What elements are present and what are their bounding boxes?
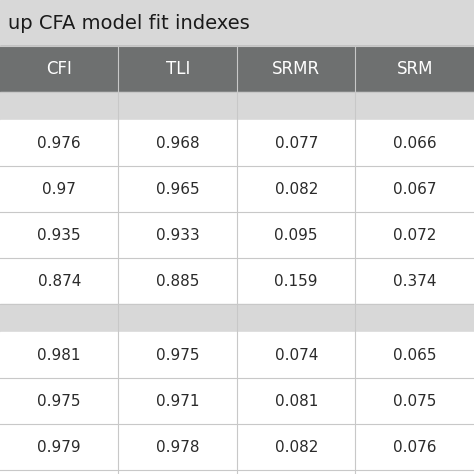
Text: 0.074: 0.074 xyxy=(274,347,318,363)
Bar xyxy=(0,46,474,92)
Text: 0.082: 0.082 xyxy=(274,439,318,455)
Text: SRMR: SRMR xyxy=(272,60,320,78)
Text: 0.971: 0.971 xyxy=(156,393,200,409)
Text: 0.072: 0.072 xyxy=(393,228,437,243)
Text: 0.067: 0.067 xyxy=(393,182,437,197)
Bar xyxy=(0,470,474,474)
Text: 0.076: 0.076 xyxy=(393,439,437,455)
Bar xyxy=(0,212,474,258)
Text: 0.975: 0.975 xyxy=(156,347,200,363)
Text: 0.981: 0.981 xyxy=(37,347,81,363)
Text: 0.095: 0.095 xyxy=(274,228,318,243)
Bar xyxy=(0,166,474,212)
Text: 0.159: 0.159 xyxy=(274,273,318,289)
Text: 0.978: 0.978 xyxy=(156,439,200,455)
Text: 0.968: 0.968 xyxy=(156,136,200,151)
Text: 0.082: 0.082 xyxy=(274,182,318,197)
Bar xyxy=(0,424,474,470)
Text: 0.935: 0.935 xyxy=(37,228,81,243)
Text: 0.065: 0.065 xyxy=(393,347,437,363)
Text: 0.077: 0.077 xyxy=(274,136,318,151)
Text: 0.975: 0.975 xyxy=(37,393,81,409)
Text: 0.874: 0.874 xyxy=(37,273,81,289)
Text: 0.066: 0.066 xyxy=(393,136,437,151)
Text: TLI: TLI xyxy=(165,60,190,78)
Text: 0.976: 0.976 xyxy=(37,136,81,151)
Bar xyxy=(0,258,474,304)
Bar xyxy=(0,304,474,332)
Bar xyxy=(0,92,474,120)
Bar xyxy=(0,378,474,424)
Text: 0.979: 0.979 xyxy=(37,439,81,455)
Text: 0.081: 0.081 xyxy=(274,393,318,409)
Text: 0.075: 0.075 xyxy=(393,393,437,409)
Text: 0.965: 0.965 xyxy=(156,182,200,197)
Bar xyxy=(0,0,474,46)
Text: up CFA model fit indexes: up CFA model fit indexes xyxy=(8,13,250,33)
Bar xyxy=(0,332,474,378)
Text: 0.374: 0.374 xyxy=(393,273,437,289)
Text: 0.885: 0.885 xyxy=(156,273,200,289)
Text: SRM: SRM xyxy=(396,60,433,78)
Text: 0.97: 0.97 xyxy=(42,182,76,197)
Text: CFI: CFI xyxy=(46,60,72,78)
Text: 0.933: 0.933 xyxy=(156,228,200,243)
Bar xyxy=(0,120,474,166)
